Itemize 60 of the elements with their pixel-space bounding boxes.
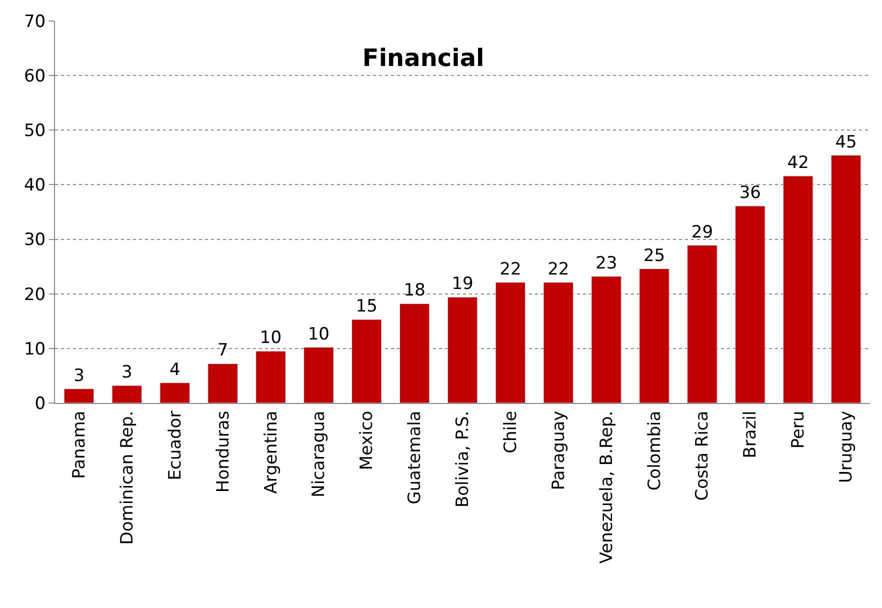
x-tick-label: Bolivia, P.S. (453, 410, 474, 508)
bar (352, 319, 382, 403)
x-tick-label: Nicaragua (309, 410, 330, 498)
bar (735, 206, 766, 403)
data-label: 19 (452, 274, 474, 294)
y-tick-label: 10 (24, 339, 46, 360)
data-label: 22 (548, 259, 570, 280)
x-tick-label: Panama (69, 410, 90, 479)
x-tick-label: Venezuela, B.Rep. (596, 410, 617, 564)
data-label: 18 (404, 280, 426, 301)
data-label: 45 (835, 132, 857, 152)
data-label: 10 (308, 324, 330, 344)
x-tick-label: Peru (788, 410, 809, 449)
bar (160, 382, 190, 403)
data-label: 10 (260, 328, 282, 348)
data-label: 7 (217, 340, 228, 361)
x-tick-label: Mexico (357, 410, 378, 470)
bar (208, 363, 238, 403)
x-tick-label: Colombia (644, 410, 665, 491)
bar (399, 303, 430, 403)
y-tick-label: 60 (24, 66, 46, 87)
x-tick-label: Chile (500, 410, 521, 454)
data-label: 29 (691, 222, 714, 242)
x-tick-label: Ecuador (165, 410, 186, 480)
bar (447, 296, 478, 403)
x-tick-label: Honduras (213, 410, 234, 493)
y-tick-label: 70 (24, 12, 46, 32)
x-tick-label: Guatemala (405, 410, 426, 504)
x-tick-label: Argentina (261, 410, 282, 494)
data-label: 3 (74, 366, 84, 386)
y-tick-label: 30 (24, 230, 46, 250)
y-tick-label: 50 (24, 121, 46, 142)
data-label: 42 (787, 152, 809, 173)
data-label: 4 (169, 360, 180, 380)
x-tick-label: Costa Rica (692, 410, 713, 501)
text: Financial (362, 44, 484, 72)
y-tick-label: 20 (24, 284, 46, 305)
x-tick-label: Dominican Rep. (117, 410, 138, 545)
x-tick-label: Brazil (740, 410, 761, 458)
data-label: 23 (596, 253, 618, 274)
bar (495, 282, 526, 403)
bar (782, 176, 814, 403)
bar (304, 347, 334, 403)
data-label: 22 (500, 259, 522, 280)
x-tick-label: Paraguay (548, 410, 569, 490)
bar (830, 155, 862, 403)
bar (639, 268, 670, 403)
bar (543, 282, 574, 403)
bar (687, 245, 718, 403)
y-tick-label: 40 (24, 176, 46, 196)
data-label: 25 (643, 246, 666, 266)
data-label: 3 (121, 362, 132, 383)
bar (64, 388, 94, 403)
x-tick-label: Uruguay (836, 410, 857, 484)
bar (256, 350, 286, 403)
y-tick-label: 0 (34, 394, 46, 414)
bar (591, 276, 622, 403)
data-label: 36 (739, 183, 761, 203)
data-label: 15 (356, 296, 378, 317)
bar (112, 385, 142, 403)
